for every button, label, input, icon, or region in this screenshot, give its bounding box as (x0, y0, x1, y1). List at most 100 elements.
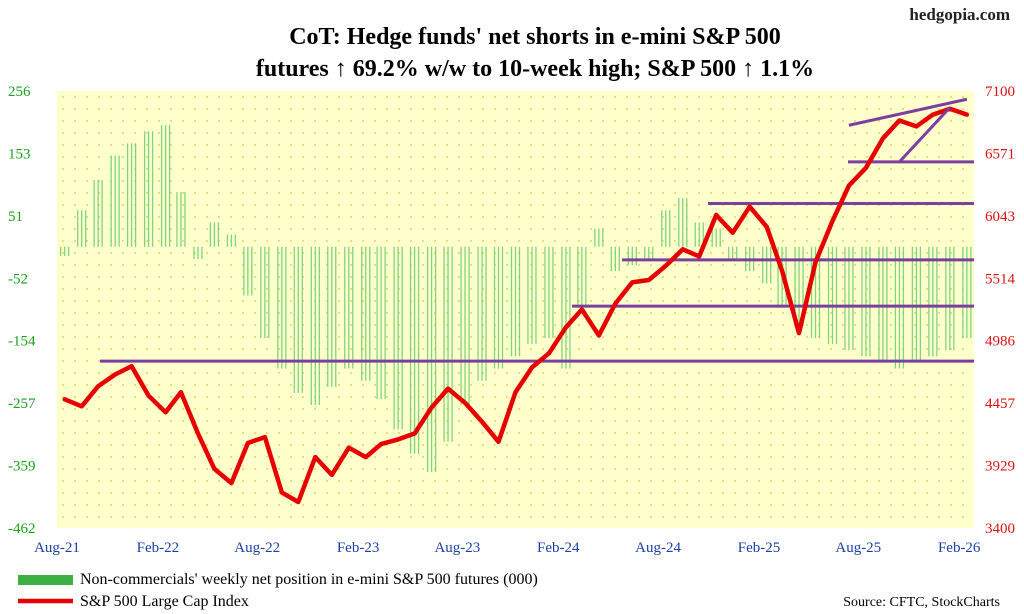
grid-dot (758, 516, 760, 518)
grid-dot (470, 480, 472, 482)
x-tick-label: Feb-22 (137, 540, 180, 556)
grid-dot (254, 336, 256, 338)
grid-dot (458, 324, 460, 326)
grid-dot (122, 180, 124, 182)
grid-dot (950, 420, 952, 422)
grid-dot (422, 480, 424, 482)
grid-dot (590, 408, 592, 410)
grid-dot (458, 276, 460, 278)
grid-dot (746, 180, 748, 182)
grid-dot (206, 168, 208, 170)
grid-dot (686, 432, 688, 434)
grid-dot (386, 420, 388, 422)
grid-dot (602, 372, 604, 374)
grid-dot (710, 216, 712, 218)
grid-dot (62, 492, 64, 494)
grid-dot (386, 204, 388, 206)
left-tick-label: -154 (8, 334, 36, 350)
grid-dot (506, 180, 508, 182)
grid-dot (458, 240, 460, 242)
grid-dot (590, 348, 592, 350)
grid-dot (506, 468, 508, 470)
grid-dot (386, 288, 388, 290)
grid-dot (842, 456, 844, 458)
grid-dot (62, 276, 64, 278)
grid-dot (710, 504, 712, 506)
grid-dot (422, 324, 424, 326)
grid-dot (830, 264, 832, 266)
grid-dot (926, 288, 928, 290)
grid-dot (206, 192, 208, 194)
grid-dot (398, 228, 400, 230)
grid-dot (650, 312, 652, 314)
grid-dot (902, 480, 904, 482)
grid-dot (254, 408, 256, 410)
grid-dot (362, 144, 364, 146)
grid-dot (62, 156, 64, 158)
grid-dot (842, 504, 844, 506)
grid-dot (350, 156, 352, 158)
grid-dot (194, 444, 196, 446)
grid-dot (602, 408, 604, 410)
grid-dot (890, 456, 892, 458)
grid-dot (386, 516, 388, 518)
grid-dot (674, 240, 676, 242)
grid-dot (110, 108, 112, 110)
grid-dot (434, 156, 436, 158)
grid-dot (314, 468, 316, 470)
grid-dot (254, 384, 256, 386)
grid-dot (578, 324, 580, 326)
grid-dot (146, 516, 148, 518)
grid-dot (662, 408, 664, 410)
grid-dot (746, 120, 748, 122)
grid-dot (890, 228, 892, 230)
grid-dot (638, 516, 640, 518)
grid-dot (842, 384, 844, 386)
grid-dot (806, 396, 808, 398)
grid-dot (854, 408, 856, 410)
grid-dot (650, 348, 652, 350)
grid-dot (362, 96, 364, 98)
grid-dot (686, 516, 688, 518)
grid-dot (482, 108, 484, 110)
grid-dot (326, 156, 328, 158)
grid-dot (158, 204, 160, 206)
grid-dot (674, 384, 676, 386)
grid-dot (854, 480, 856, 482)
grid-dot (626, 168, 628, 170)
grid-dot (926, 168, 928, 170)
grid-dot (422, 168, 424, 170)
grid-dot (326, 396, 328, 398)
grid-dot (386, 408, 388, 410)
grid-dot (890, 180, 892, 182)
grid-dot (398, 480, 400, 482)
grid-dot (734, 192, 736, 194)
grid-dot (422, 180, 424, 182)
grid-dot (302, 132, 304, 134)
grid-dot (350, 192, 352, 194)
grid-dot (590, 108, 592, 110)
grid-dot (770, 444, 772, 446)
grid-dot (518, 144, 520, 146)
grid-dot (842, 276, 844, 278)
grid-dot (578, 336, 580, 338)
grid-dot (506, 108, 508, 110)
grid-dot (350, 312, 352, 314)
grid-dot (590, 288, 592, 290)
grid-dot (326, 216, 328, 218)
grid-dot (662, 504, 664, 506)
grid-dot (206, 276, 208, 278)
grid-dot (650, 480, 652, 482)
grid-dot (410, 180, 412, 182)
grid-dot (770, 144, 772, 146)
grid-dot (614, 204, 616, 206)
grid-dot (602, 468, 604, 470)
grid-dot (758, 384, 760, 386)
grid-dot (146, 492, 148, 494)
grid-dot (674, 456, 676, 458)
grid-dot (146, 168, 148, 170)
grid-dot (518, 96, 520, 98)
grid-dot (386, 432, 388, 434)
grid-dot (158, 336, 160, 338)
grid-dot (602, 456, 604, 458)
